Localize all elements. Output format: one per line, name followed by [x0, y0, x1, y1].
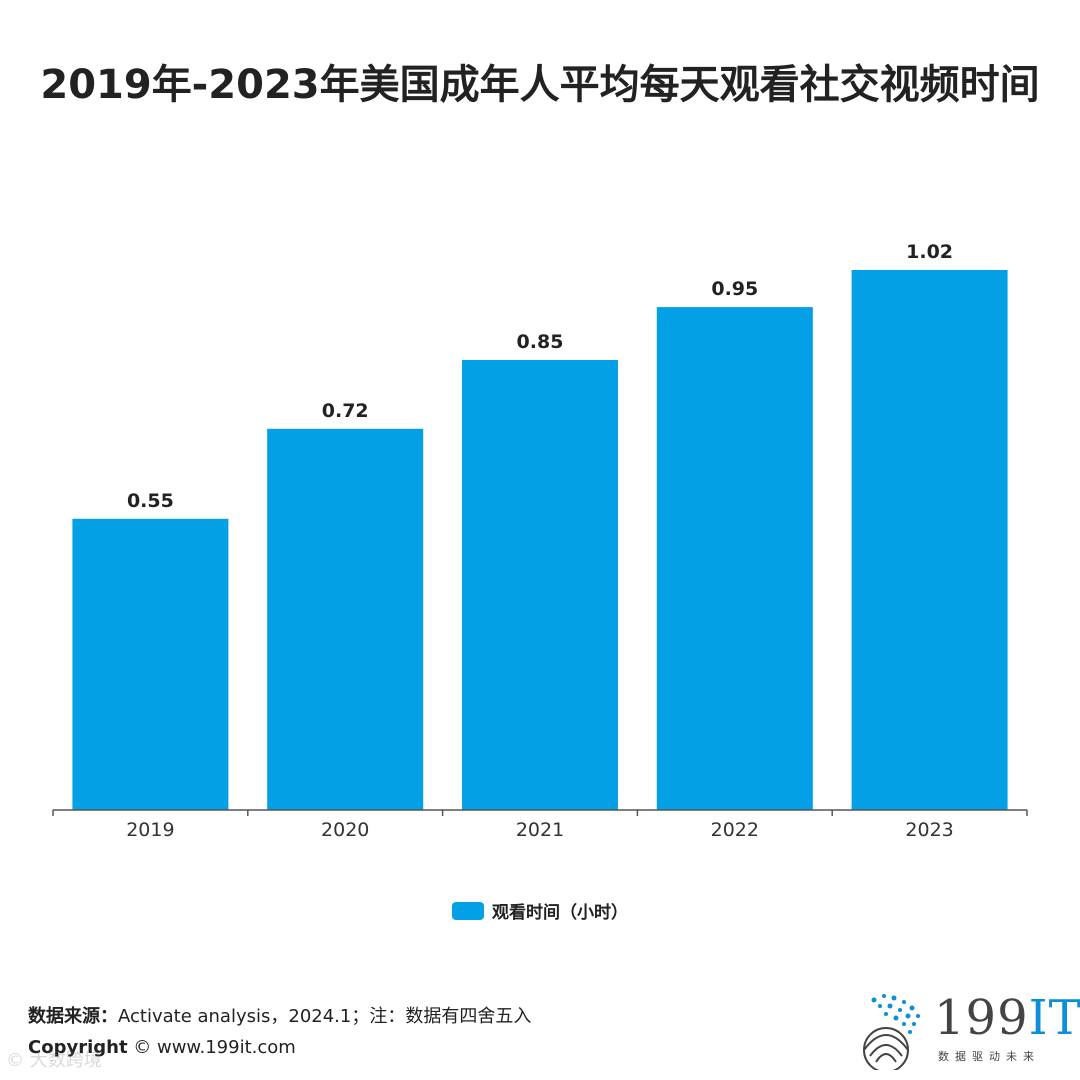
logo-tagline: 数据驱动未来 — [938, 1050, 1040, 1063]
logo-199it: 199IT 数据驱动未来 — [846, 990, 1080, 1073]
x-tick-label-2019: 2019 — [126, 819, 174, 841]
logo-accent: IT — [1028, 990, 1080, 1046]
x-tick-label-2020: 2020 — [321, 819, 369, 841]
source-text: Activate analysis，2024.1；注：数据有四舍五入 — [118, 1006, 532, 1027]
data-label-2023: 1.02 — [906, 241, 953, 263]
legend-swatch — [452, 901, 484, 920]
data-label-2021: 0.85 — [517, 331, 564, 353]
source-note: 数据来源：Activate analysis，2024.1；注：数据有四舍五入 — [28, 1002, 531, 1028]
bar-2022 — [656, 307, 813, 810]
watermark: © 大数跨境 — [6, 1050, 102, 1071]
value-labels-layer: 0.55 0.72 0.85 0.95 1.02 — [127, 241, 953, 512]
data-label-2020: 0.72 — [322, 400, 369, 422]
x-tick-label-2023: 2023 — [905, 819, 953, 841]
chart-title: 2019年-2023年美国成年人平均每天观看社交视频时间 — [40, 62, 1040, 108]
x-tick-label-2022: 2022 — [711, 819, 759, 841]
legend-label: 观看时间（小时） — [492, 903, 628, 923]
x-tick-label-2021: 2021 — [516, 819, 564, 841]
bars-layer — [72, 270, 1008, 810]
logo-main: 199 — [934, 990, 1029, 1046]
bar-2023 — [851, 270, 1008, 810]
data-label-2019: 0.55 — [127, 490, 174, 512]
source-label: 数据来源： — [28, 1006, 118, 1027]
logo-dots-icon — [863, 994, 920, 1073]
logo-wordmark: 199IT — [934, 990, 1080, 1046]
legend: 观看时间（小时） — [0, 898, 1080, 923]
bar-2019 — [72, 518, 229, 810]
bar-2021 — [462, 360, 618, 810]
x-tick-labels: 2019 2020 2021 2022 2023 — [126, 819, 954, 841]
data-label-2022: 0.95 — [711, 278, 758, 300]
copyright-note: Copyright © www.199it.com — [28, 1037, 296, 1058]
x-axis — [52, 809, 1028, 816]
copyright-text: © www.199it.com — [127, 1037, 296, 1058]
copyright-label: Copyright — [28, 1037, 128, 1058]
bar-2020 — [267, 428, 424, 810]
